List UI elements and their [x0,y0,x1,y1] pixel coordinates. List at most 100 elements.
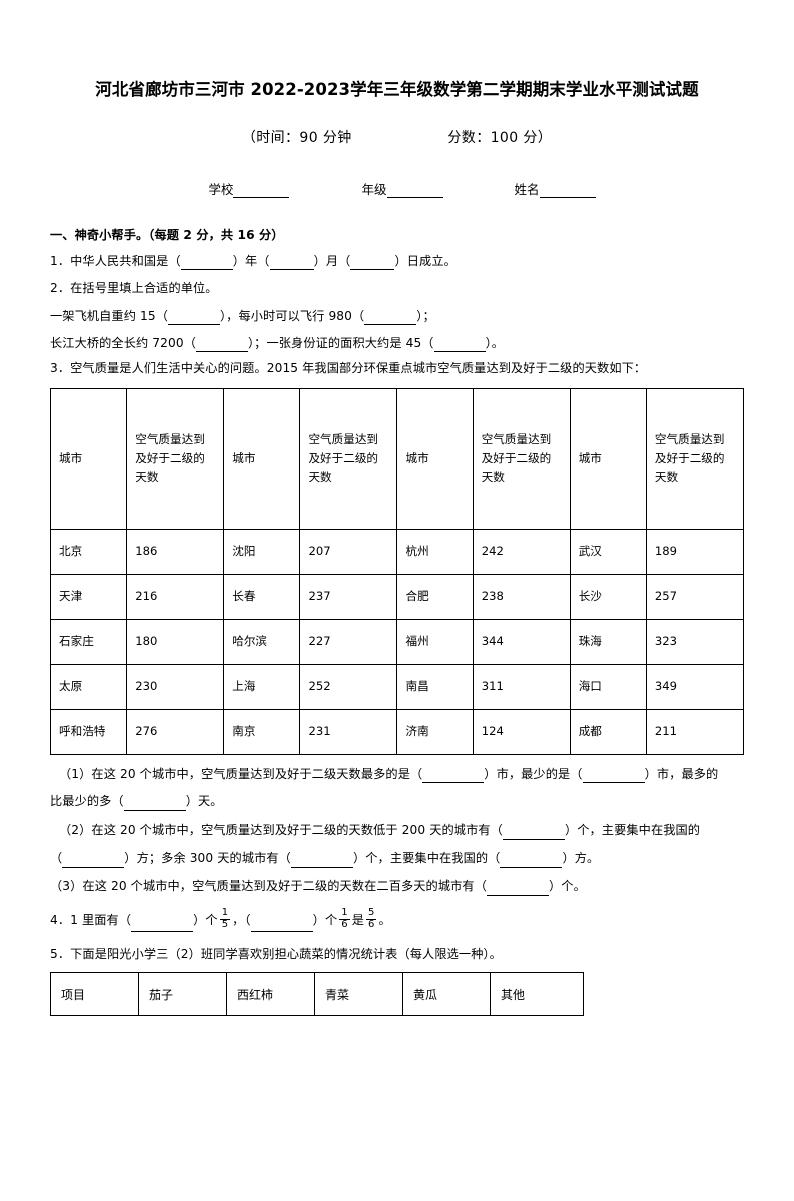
sub-q1-d: 比最少的多（ [50,794,124,809]
question-1-blank-month[interactable] [269,258,314,271]
fraction-denominator: 6 [368,918,375,930]
cell-days: 180 [126,618,225,665]
cell-city: 武汉 [569,528,647,575]
exam-time-label: （时间：90 分钟 [241,130,352,147]
cell-days: 189 [645,528,745,575]
cell-city: 太原 [49,663,128,710]
cell-days: 344 [472,618,571,665]
question-4-f: 。 [378,912,391,927]
sub-question-3: （3）在这 20 个城市中，空气质量达到及好于二级的天数在二百多天的城市有（ ）个… [50,877,744,897]
question-3-stem: 3．空气质量是人们生活中关心的问题。2015 年我国部分环保重点城市空气质量达到… [50,361,647,376]
field-name-blank[interactable] [539,185,596,199]
cell-days: 216 [126,573,225,620]
question-4-b: ）个 [193,912,218,927]
header-city-4: 城市 [569,387,647,530]
question-2-blank-bridge-length[interactable] [195,340,248,353]
cell-city: 长沙 [569,573,647,620]
cell-city: 沈阳 [223,528,301,575]
question-4-blank-2[interactable] [250,919,313,932]
question-2-blank-id-area[interactable] [433,340,486,353]
air-quality-table: 城市 空气质量达到及好于二级的天数 城市 空气质量达到及好于二级的天数 城市 空… [49,387,745,755]
cell-city: 北京 [49,528,128,575]
sub-q2-d: ）方；多余 300 天的城市有（ [124,851,291,866]
fraction-denominator: 5 [221,918,229,930]
cell-city: 石家庄 [49,618,128,665]
cell-days: 349 [645,663,745,710]
sub-q1-b: ）市，最少的是（ [484,766,583,781]
question-5-stem: 5．下面是阳光小学三（2）班同学喜欢别担心蔬菜的情况统计表（每人限选一种）。 [50,946,502,961]
cell-city: 成都 [569,708,647,755]
question-1: 1．中华人民共和国是（ ）年（ ）月（ ）日成立。 [50,252,744,271]
sub-q1-a: （1）在这 20 个城市中，空气质量达到及好于二级天数最多的是（ [59,766,423,781]
sub-question-1-line-1: （1）在这 20 个城市中，空气质量达到及好于二级天数最多的是（ ）市，最少的是（… [50,765,744,784]
header-city-1: 城市 [49,387,128,530]
field-name-label: 姓名 [514,182,540,198]
sub-q3-blank-count[interactable] [487,884,549,897]
sub-q1-c: ）市，最多的 [644,766,719,781]
question-4-blank-1[interactable] [131,919,194,932]
sub-question-1-line-2: 比最少的多（ ）天。 [50,792,744,812]
sub-question-2-line-2: （ ）方；多余 300 天的城市有（ ）个，主要集中在我国的（ ）方。 [50,849,744,869]
header-days-1: 空气质量达到及好于二级的天数 [126,387,225,530]
sub-q2-blank-region-1[interactable] [62,856,125,869]
question-1-blank-year[interactable] [180,258,233,271]
exam-page: 河北省廊坊市三河市 2022-2023学年三年级数学第二学期期末学业水平测试试题… [0,78,794,1201]
cell-days: 252 [299,663,398,710]
sub-q1-blank-max-city[interactable] [422,771,485,784]
veg-header-greens: 青菜 [314,972,403,1016]
cell-city: 济南 [396,708,474,755]
cell-city: 福州 [396,618,474,665]
cell-city: 珠海 [569,618,647,665]
table-row: 呼和浩特 276 南京 231 济南 124 成都 211 [49,708,745,755]
question-2-l2-a: 长江大桥的全长约 7200（ [50,335,196,350]
cell-days: 227 [299,618,398,665]
cell-days: 238 [472,573,571,620]
fraction-numerator: 1 [219,907,231,920]
sub-q2-blank-above-300[interactable] [290,856,353,869]
question-2-l1-b: ），每小时可以飞行 980（ [219,308,365,323]
field-name: 姓名 [514,179,596,199]
sub-q1-e: ）天。 [185,794,223,809]
question-4-a: 4．1 里面有（ [50,912,132,927]
sub-q1-blank-min-city[interactable] [582,771,645,784]
cell-days: 311 [472,663,571,710]
section-one-heading: 一、神奇小帮手。（每题 2 分，共 16 分） [50,228,284,243]
sub-question-2-line-1: （2）在这 20 个城市中，空气质量达到及好于二级的天数低于 200 天的城市有… [50,821,744,841]
veg-header-cucumber: 黄瓜 [402,972,491,1016]
sub-q2-f: ）方。 [562,851,600,866]
header-days-3: 空气质量达到及好于二级的天数 [472,387,571,530]
cell-city: 上海 [223,663,301,710]
question-2-blank-plane-speed[interactable] [364,312,417,325]
cell-city: 海口 [569,663,647,710]
question-1-blank-day[interactable] [350,258,395,271]
field-grade-label: 年级 [361,182,387,198]
cell-city: 呼和浩特 [49,708,128,755]
sub-q1-blank-difference[interactable] [123,799,186,812]
page-title: 河北省廊坊市三河市 2022-2023学年三年级数学第二学期期末学业水平测试试题 [95,80,699,99]
cell-city: 哈尔滨 [223,618,301,665]
veg-header-row: 项目 茄子 西红柿 青菜 黄瓜 其他 [50,972,585,1016]
table-row: 天津 216 长春 237 合肥 238 长沙 257 [49,573,745,620]
question-2-blank-plane-weight[interactable] [167,312,220,325]
fraction-numerator: 1 [339,907,350,920]
field-grade-blank[interactable] [386,185,443,199]
question-2-l1-c: ）； [416,308,435,323]
field-school-label: 学校 [208,182,234,198]
fraction-denominator: 6 [341,918,348,930]
question-1-part-b: ）年（ [232,254,270,269]
field-school: 学校 [208,179,290,199]
sub-q2-blank-below-200[interactable] [502,828,565,841]
veg-header-item: 项目 [50,972,139,1016]
vegetable-survey-table: 项目 茄子 西红柿 青菜 黄瓜 其他 [50,972,585,1016]
cell-days: 186 [126,528,225,575]
cell-days: 231 [299,708,398,755]
question-2-line-1: 一架飞机自重约 15（ ），每小时可以飞行 980（ ）； [50,307,744,325]
sub-q2-blank-region-2[interactable] [500,856,563,869]
field-school-blank[interactable] [233,185,290,199]
header-days-2: 空气质量达到及好于二级的天数 [299,387,398,530]
sub-q2-b: ）个，主要集中在我国的 [564,823,701,838]
cell-days: 242 [472,528,571,575]
table-row: 北京 186 沈阳 207 杭州 242 武汉 189 [49,528,745,575]
